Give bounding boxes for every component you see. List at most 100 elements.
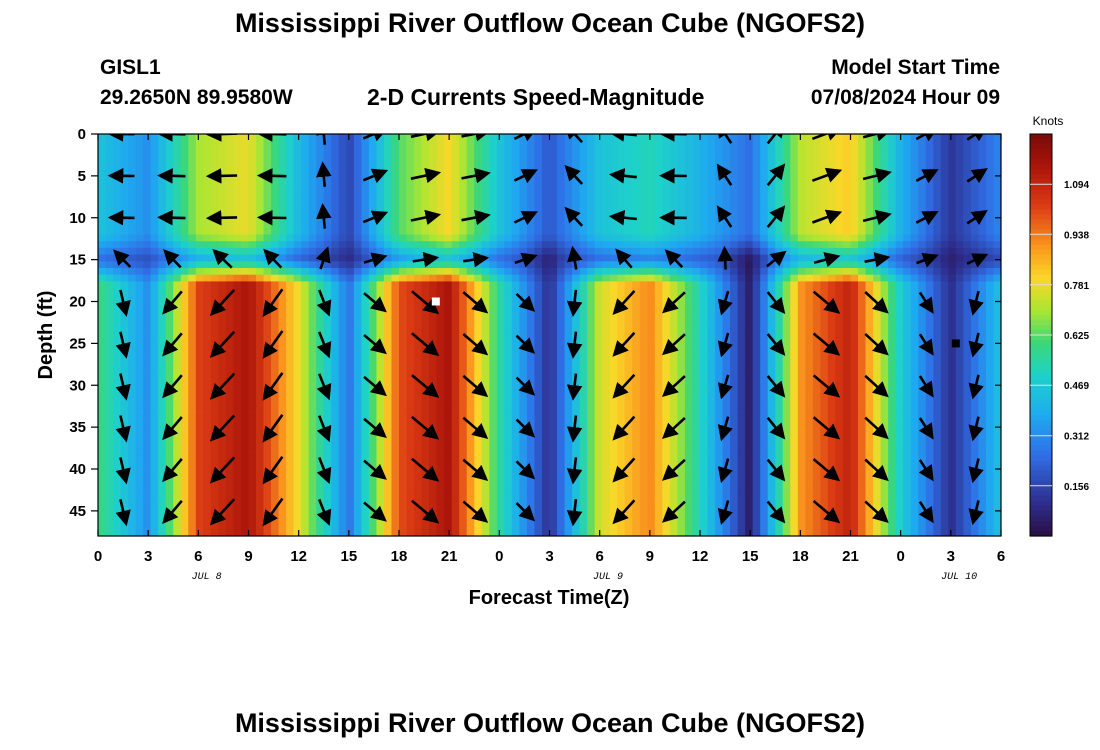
heatmap-cell bbox=[173, 328, 182, 336]
heatmap-cell bbox=[240, 268, 250, 276]
heatmap-cell bbox=[549, 187, 558, 195]
heatmap-cell bbox=[617, 435, 626, 443]
heatmap-cell bbox=[504, 381, 513, 390]
heatmap-cell bbox=[444, 489, 453, 497]
heatmap-cell bbox=[647, 515, 656, 524]
heatmap-cell bbox=[353, 515, 362, 524]
heatmap-cell bbox=[188, 469, 197, 477]
heatmap-cell bbox=[549, 214, 558, 222]
heatmap-cell bbox=[338, 388, 347, 396]
heatmap-cell bbox=[293, 254, 302, 262]
heatmap-cell bbox=[158, 187, 167, 195]
heatmap-cell bbox=[692, 469, 701, 477]
heatmap-cell bbox=[414, 455, 423, 463]
heatmap-cell bbox=[165, 435, 174, 443]
heatmap-cell bbox=[511, 147, 521, 155]
heatmap-cell bbox=[511, 241, 521, 249]
heatmap-cell bbox=[594, 254, 603, 262]
heatmap-cell bbox=[692, 368, 701, 376]
heatmap-cell bbox=[210, 207, 220, 215]
heatmap-cell bbox=[210, 167, 220, 175]
heatmap-cell bbox=[361, 221, 370, 229]
heatmap-cell bbox=[286, 281, 295, 289]
heatmap-cell bbox=[331, 201, 340, 209]
heatmap-cell bbox=[301, 140, 310, 148]
heatmap-cell bbox=[113, 241, 122, 249]
heatmap-cell bbox=[376, 321, 385, 329]
heatmap-cell bbox=[240, 174, 250, 182]
heatmap-cell bbox=[594, 442, 603, 450]
heatmap-cell bbox=[451, 221, 460, 229]
heatmap-cell bbox=[233, 308, 242, 316]
heatmap-cell bbox=[308, 475, 317, 483]
heatmap-cell bbox=[383, 207, 393, 215]
heatmap-cell bbox=[376, 281, 385, 289]
heatmap-cell bbox=[120, 160, 129, 169]
heatmap-cell bbox=[715, 154, 724, 162]
heatmap-cell bbox=[549, 489, 558, 497]
heatmap-cell bbox=[301, 180, 310, 189]
heatmap-cell bbox=[481, 355, 490, 363]
heatmap-cell bbox=[346, 254, 355, 262]
heatmap-cell bbox=[669, 489, 679, 497]
heatmap-cell bbox=[632, 361, 641, 370]
heatmap-cell bbox=[165, 529, 174, 536]
heatmap-cell bbox=[466, 134, 475, 142]
heatmap-cell bbox=[444, 254, 453, 262]
heatmap-cell bbox=[579, 428, 588, 437]
heatmap-cell bbox=[572, 482, 581, 490]
heatmap-cell bbox=[429, 395, 438, 403]
heatmap-cell bbox=[511, 515, 521, 524]
heatmap-cell bbox=[368, 154, 378, 162]
heatmap-cell bbox=[511, 301, 521, 309]
heatmap-cell bbox=[218, 515, 227, 524]
heatmap-cell bbox=[692, 294, 701, 303]
heatmap-cell bbox=[368, 495, 378, 504]
heatmap-cell bbox=[662, 408, 671, 416]
heatmap-cell bbox=[632, 355, 641, 363]
heatmap-cell bbox=[526, 522, 536, 530]
heatmap-cell bbox=[98, 482, 107, 490]
heatmap-cell bbox=[105, 201, 114, 209]
heatmap-cell bbox=[98, 402, 107, 410]
heatmap-cell bbox=[669, 482, 679, 490]
heatmap-cell bbox=[361, 154, 370, 162]
heatmap-cell bbox=[128, 227, 137, 236]
heatmap-cell bbox=[557, 522, 566, 530]
heatmap-cell bbox=[376, 375, 385, 383]
heatmap-cell bbox=[233, 375, 242, 383]
heatmap-cell bbox=[534, 154, 543, 162]
heatmap-cell bbox=[248, 180, 257, 189]
heatmap-cell bbox=[632, 408, 641, 416]
heatmap-cell bbox=[195, 482, 204, 490]
heatmap-cell bbox=[346, 268, 355, 276]
heatmap-cell bbox=[459, 529, 468, 536]
heatmap-cell bbox=[684, 522, 694, 530]
heatmap-cell bbox=[233, 435, 242, 443]
heatmap-cell bbox=[504, 194, 513, 202]
heatmap-cell bbox=[150, 495, 159, 504]
heatmap-cell bbox=[165, 489, 174, 497]
heatmap-cell bbox=[557, 308, 566, 316]
heatmap-cell bbox=[158, 482, 167, 490]
heatmap-cell bbox=[361, 308, 370, 316]
heatmap-cell bbox=[654, 147, 663, 155]
heatmap-cell bbox=[158, 227, 167, 236]
heatmap-cell bbox=[331, 381, 340, 390]
heatmap-cell bbox=[293, 495, 302, 504]
heatmap-cell bbox=[474, 375, 483, 383]
heatmap-cell bbox=[624, 422, 633, 430]
heatmap-cell bbox=[534, 475, 543, 483]
heatmap-cell bbox=[677, 428, 686, 437]
heatmap-cell bbox=[301, 415, 310, 423]
heatmap-cell bbox=[331, 294, 340, 303]
heatmap-cell bbox=[331, 368, 340, 376]
heatmap-cell bbox=[391, 294, 400, 303]
heatmap-cell bbox=[511, 268, 521, 276]
heatmap-cell bbox=[632, 254, 641, 262]
heatmap-cell bbox=[466, 522, 475, 530]
heatmap-cell bbox=[323, 415, 332, 423]
heatmap-cell bbox=[353, 227, 362, 236]
heatmap-cell bbox=[399, 180, 408, 189]
heatmap-cell bbox=[564, 241, 573, 249]
